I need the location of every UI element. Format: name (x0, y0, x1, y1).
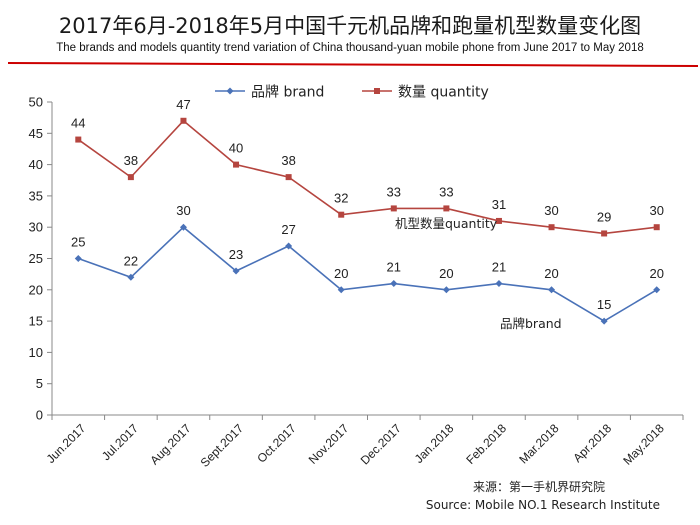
data-label: 38 (281, 153, 295, 168)
data-point (495, 280, 503, 288)
x-tick-label: Feb.2018 (463, 421, 509, 467)
data-label: 33 (439, 184, 453, 199)
data-point (74, 255, 82, 262)
data-point (442, 286, 450, 294)
source-cn: 来源：第一手机界研究院 (472, 480, 605, 494)
data-label: 22 (124, 253, 138, 268)
y-tick-label: 25 (29, 251, 43, 266)
data-label: 23 (229, 247, 243, 262)
data-label: 44 (71, 116, 85, 131)
data-point (390, 280, 398, 288)
data-point (127, 273, 135, 281)
data-label: 20 (439, 266, 453, 281)
y-tick-label: 0 (36, 408, 43, 423)
data-label: 20 (649, 266, 663, 281)
x-tick-label: Jul.2017 (99, 421, 141, 463)
data-point (180, 117, 187, 124)
y-tick-label: 5 (36, 376, 43, 391)
x-tick-label: Jun.2017 (44, 421, 89, 466)
data-label: 33 (387, 184, 401, 199)
y-tick-label: 45 (29, 126, 43, 141)
data-point (548, 224, 555, 231)
data-label: 29 (597, 209, 611, 224)
y-tick-label: 40 (29, 157, 43, 172)
data-point (443, 205, 450, 212)
x-tick-label: Dec.2017 (358, 421, 404, 467)
data-point (179, 223, 187, 231)
legend-marker (226, 87, 234, 95)
brand-annotation: 品牌brand (500, 316, 562, 331)
x-tick-label: Nov.2017 (306, 421, 352, 467)
data-label: 27 (281, 222, 295, 237)
y-tick-label: 35 (29, 188, 43, 203)
chart-title: 2017年6月-2018年5月中国千元机品牌和跑量机型数量变化图 (58, 14, 642, 38)
y-tick-label: 30 (29, 220, 43, 235)
legend-label: 数量 quantity (398, 85, 489, 101)
data-label: 30 (176, 203, 190, 218)
data-point (285, 174, 292, 181)
data-point (338, 211, 345, 218)
series-line-quantity (77, 119, 657, 235)
source-en: Source: Mobile NO.1 Research Institute (425, 498, 660, 512)
data-point (75, 136, 82, 143)
legend-label: 品牌 brand (251, 84, 324, 101)
data-label: 32 (334, 191, 348, 206)
x-tick-label: Oct.2017 (254, 421, 299, 466)
data-label: 20 (544, 266, 558, 281)
x-tick-label: Aug.2017 (147, 421, 193, 467)
data-point (285, 242, 293, 250)
y-tick-label: 10 (29, 345, 43, 360)
y-tick-label: 50 (29, 95, 43, 110)
data-label: 30 (544, 203, 558, 218)
data-point (337, 286, 345, 294)
data-point (548, 286, 556, 294)
quantity-annotation: 机型数量quantity (395, 216, 498, 231)
data-point (653, 224, 660, 231)
x-tick-label: Sept.2017 (198, 421, 247, 470)
data-label: 25 (71, 235, 85, 250)
x-tick-label: May.2018 (620, 421, 667, 468)
data-point (232, 267, 240, 275)
data-point (601, 230, 608, 237)
data-point (390, 205, 397, 212)
x-tick-label: Apr.2018 (570, 421, 614, 465)
data-label: 40 (229, 141, 243, 156)
data-label: 20 (334, 266, 348, 281)
data-label: 31 (492, 197, 506, 212)
x-tick-label: Jan.2018 (412, 421, 457, 466)
chart-subtitle: The brands and models quantity trend var… (56, 42, 644, 54)
data-point (600, 317, 608, 325)
data-label: 21 (387, 260, 401, 275)
series-line-brand (78, 226, 658, 323)
y-tick-label: 15 (29, 314, 43, 329)
source-note: 来源：第一手机界研究院 Source: Mobile NO.1 Research… (426, 478, 660, 514)
data-point (127, 174, 134, 181)
legend-marker (374, 88, 380, 94)
data-label: 21 (492, 260, 506, 275)
data-point (653, 286, 661, 294)
y-tick-label: 20 (29, 282, 43, 297)
data-point (495, 217, 502, 224)
data-label: 38 (124, 153, 138, 168)
data-label: 15 (597, 297, 611, 312)
x-tick-label: Mar.2018 (516, 421, 562, 467)
data-point (233, 161, 240, 168)
data-label: 30 (649, 203, 663, 218)
data-label: 47 (176, 97, 190, 112)
